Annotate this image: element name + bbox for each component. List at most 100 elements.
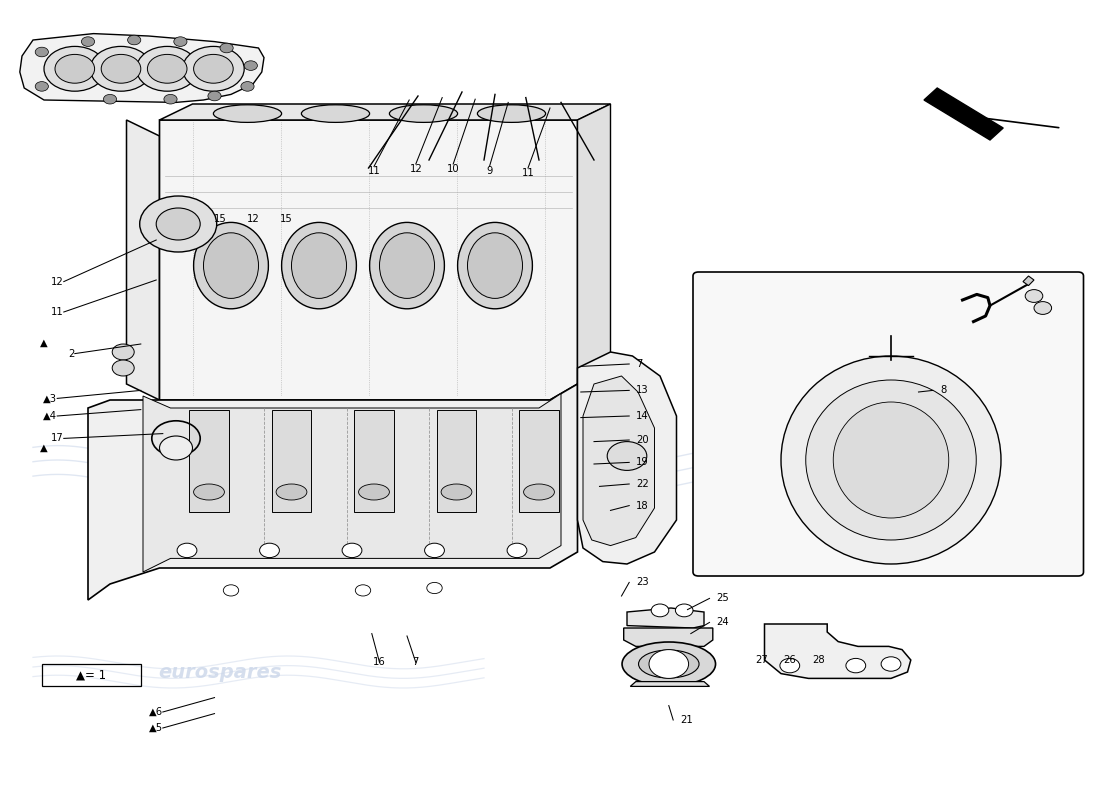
Circle shape [35, 47, 48, 57]
Circle shape [780, 658, 800, 673]
Polygon shape [578, 104, 610, 384]
Ellipse shape [477, 105, 546, 122]
Circle shape [425, 543, 444, 558]
Polygon shape [630, 682, 710, 686]
Text: ▲: ▲ [40, 338, 48, 347]
Ellipse shape [370, 222, 444, 309]
Text: 15: 15 [279, 214, 293, 224]
Ellipse shape [379, 233, 434, 298]
Ellipse shape [623, 642, 715, 686]
Text: 10: 10 [447, 164, 460, 174]
Circle shape [649, 650, 689, 678]
Circle shape [128, 35, 141, 45]
Circle shape [140, 196, 217, 252]
Circle shape [244, 61, 257, 70]
Circle shape [1025, 290, 1043, 302]
Circle shape [112, 360, 134, 376]
Text: 9: 9 [486, 166, 493, 176]
Text: 22: 22 [636, 479, 649, 489]
Polygon shape [519, 410, 559, 512]
Polygon shape [354, 410, 394, 512]
Ellipse shape [194, 484, 224, 500]
Ellipse shape [276, 484, 307, 500]
Circle shape [44, 46, 106, 91]
Text: 12: 12 [51, 277, 64, 286]
Polygon shape [624, 628, 713, 646]
Circle shape [183, 46, 244, 91]
Circle shape [507, 543, 527, 558]
Text: ▲= 1: ▲= 1 [76, 669, 107, 682]
Circle shape [220, 43, 233, 53]
Circle shape [1034, 302, 1052, 314]
Text: 11: 11 [521, 168, 535, 178]
Circle shape [260, 543, 279, 558]
Text: 28: 28 [812, 655, 825, 665]
Text: 19: 19 [636, 458, 649, 467]
Ellipse shape [204, 233, 258, 298]
Text: 11: 11 [367, 166, 381, 176]
Text: ▲5: ▲5 [148, 723, 163, 733]
Circle shape [103, 94, 117, 104]
Polygon shape [143, 394, 561, 572]
Ellipse shape [389, 105, 458, 122]
Ellipse shape [806, 380, 977, 540]
Polygon shape [88, 384, 578, 600]
Text: 27: 27 [755, 655, 768, 665]
Circle shape [881, 657, 901, 671]
Polygon shape [764, 624, 911, 678]
Polygon shape [627, 608, 704, 628]
Ellipse shape [781, 356, 1001, 564]
Circle shape [194, 54, 233, 83]
Circle shape [160, 436, 192, 460]
Text: 12: 12 [409, 164, 422, 174]
Circle shape [208, 91, 221, 101]
Polygon shape [1023, 276, 1034, 286]
Text: eurospares: eurospares [158, 662, 282, 682]
Polygon shape [578, 352, 676, 564]
Ellipse shape [458, 222, 532, 309]
Polygon shape [583, 376, 654, 546]
Text: ▲: ▲ [40, 443, 48, 453]
Text: 16: 16 [373, 658, 386, 667]
Ellipse shape [213, 105, 282, 122]
Ellipse shape [282, 222, 356, 309]
Text: 23: 23 [636, 578, 648, 587]
Circle shape [101, 54, 141, 83]
Text: 15: 15 [213, 214, 227, 224]
Ellipse shape [638, 650, 700, 678]
Text: 14: 14 [636, 411, 648, 421]
Ellipse shape [468, 233, 522, 298]
Polygon shape [272, 410, 311, 512]
Polygon shape [437, 410, 476, 512]
Ellipse shape [359, 484, 389, 500]
Text: 24: 24 [716, 618, 728, 627]
Polygon shape [924, 88, 1003, 140]
Text: ▲6: ▲6 [148, 707, 163, 717]
Circle shape [223, 585, 239, 596]
Ellipse shape [194, 222, 268, 309]
Text: 11: 11 [51, 307, 64, 317]
Text: 26: 26 [783, 655, 796, 665]
Polygon shape [126, 120, 160, 400]
Text: ▲4: ▲4 [43, 411, 57, 421]
Text: 8: 8 [940, 386, 947, 395]
Ellipse shape [441, 484, 472, 500]
Text: 20: 20 [636, 435, 648, 445]
Ellipse shape [301, 105, 370, 122]
Text: eurospares: eurospares [763, 455, 931, 481]
Circle shape [35, 82, 48, 91]
Polygon shape [160, 120, 578, 400]
Circle shape [164, 94, 177, 104]
Text: 18: 18 [636, 501, 648, 510]
Text: eurospares: eurospares [175, 455, 342, 481]
Text: 7: 7 [412, 658, 419, 667]
Text: 7: 7 [636, 359, 642, 369]
Ellipse shape [834, 402, 949, 518]
Circle shape [241, 82, 254, 91]
Circle shape [342, 543, 362, 558]
Text: 13: 13 [636, 386, 648, 395]
Polygon shape [160, 104, 610, 120]
Circle shape [156, 208, 200, 240]
Polygon shape [189, 410, 229, 512]
Circle shape [136, 46, 198, 91]
